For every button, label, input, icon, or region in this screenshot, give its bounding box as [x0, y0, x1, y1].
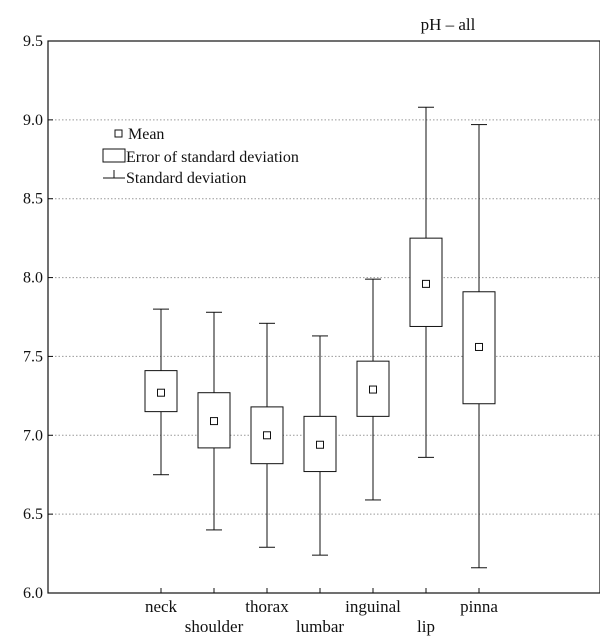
y-tick-label: 7.0	[23, 427, 43, 444]
legend-box-marker	[102, 148, 126, 163]
gridlines	[48, 119, 600, 515]
box-series	[144, 106, 496, 593]
legend-item-mean: Mean	[128, 126, 164, 143]
legend: Mean Error of standard deviation Standar…	[102, 126, 299, 187]
x-category-label-pinna: pinna	[460, 597, 498, 616]
x-category-label-lumbar: lumbar	[296, 617, 344, 636]
legend-item-sd: Standard deviation	[126, 170, 246, 187]
y-tick-label: 6.0	[23, 585, 43, 602]
y-tick-label: 8.0	[23, 270, 43, 287]
y-tick-label: 6.5	[23, 506, 43, 523]
y-tick-label: 8.5	[23, 191, 43, 208]
box-group-thorax	[250, 322, 284, 593]
legend-whisker-marker	[103, 170, 125, 179]
mean-marker	[422, 279, 430, 288]
x-category-label-shoulder: shoulder	[185, 617, 244, 636]
y-tick-label: 7.5	[23, 348, 43, 365]
mean-marker	[369, 385, 377, 394]
y-tick-label: 9.0	[23, 112, 43, 129]
mean-marker	[263, 431, 271, 440]
mean-marker	[210, 417, 218, 426]
box-group-neck	[144, 308, 178, 593]
mean-marker	[475, 342, 483, 351]
mean-marker	[316, 440, 324, 449]
plot-frame	[47, 40, 600, 594]
x-category-label-inguinal: inguinal	[345, 597, 401, 616]
box-group-shoulder	[197, 311, 231, 593]
box-group-lumbar	[303, 335, 337, 593]
box-group-inguinal	[356, 278, 390, 593]
box-group-lip	[409, 106, 443, 593]
x-category-label-thorax: thorax	[245, 597, 289, 616]
legend-mean-marker	[114, 129, 123, 138]
legend-item-error-sd: Error of standard deviation	[126, 149, 299, 166]
box-group-pinna	[462, 124, 496, 593]
x-category-label-lip: lip	[417, 617, 435, 636]
x-category-label-neck: neck	[145, 597, 178, 616]
chart-title: pH – all	[421, 15, 476, 34]
mean-marker	[157, 388, 165, 397]
y-tick-label: 9.5	[23, 33, 43, 50]
